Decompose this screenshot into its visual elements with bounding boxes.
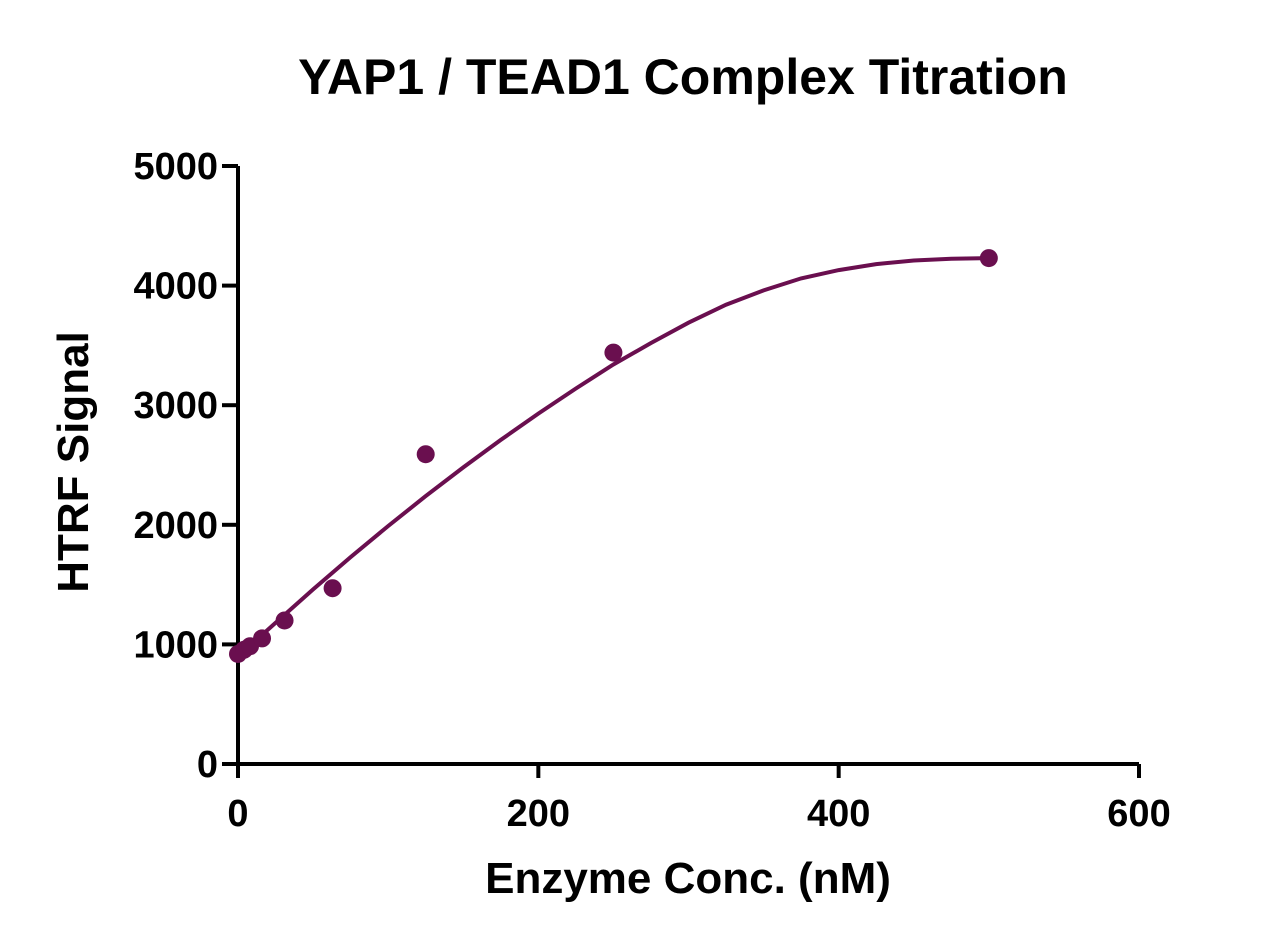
plot-area: 0 200 400 600 0 1000 2000 3000 4000 5000	[133, 146, 1170, 835]
x-axis-ticks: 0 200 400 600	[227, 764, 1171, 835]
data-point	[323, 579, 342, 598]
y-tick-label: 5000	[133, 146, 218, 188]
data-point	[253, 629, 272, 648]
data-point	[275, 611, 294, 630]
x-tick-label: 200	[507, 793, 570, 835]
data-point	[979, 249, 998, 268]
data-point	[604, 343, 623, 362]
x-tick-label: 600	[1107, 793, 1170, 835]
y-tick-label: 3000	[133, 385, 218, 427]
y-tick-label: 4000	[133, 266, 218, 308]
x-tick-label: 0	[227, 793, 248, 835]
y-axis-ticks: 0 1000 2000 3000 4000 5000	[133, 146, 238, 786]
fit-curve	[236, 256, 989, 658]
y-tick-label: 1000	[133, 624, 218, 666]
x-axis-label: Enzyme Conc. (nM)	[485, 854, 891, 903]
y-tick-label: 2000	[133, 505, 218, 547]
data-point	[416, 445, 435, 464]
y-tick-label: 0	[197, 744, 218, 786]
data-points	[229, 249, 998, 663]
y-axis-label: HTRF Signal	[49, 331, 98, 593]
chart-title: YAP1 / TEAD1 Complex Titration	[298, 49, 1068, 105]
x-tick-label: 400	[807, 793, 870, 835]
